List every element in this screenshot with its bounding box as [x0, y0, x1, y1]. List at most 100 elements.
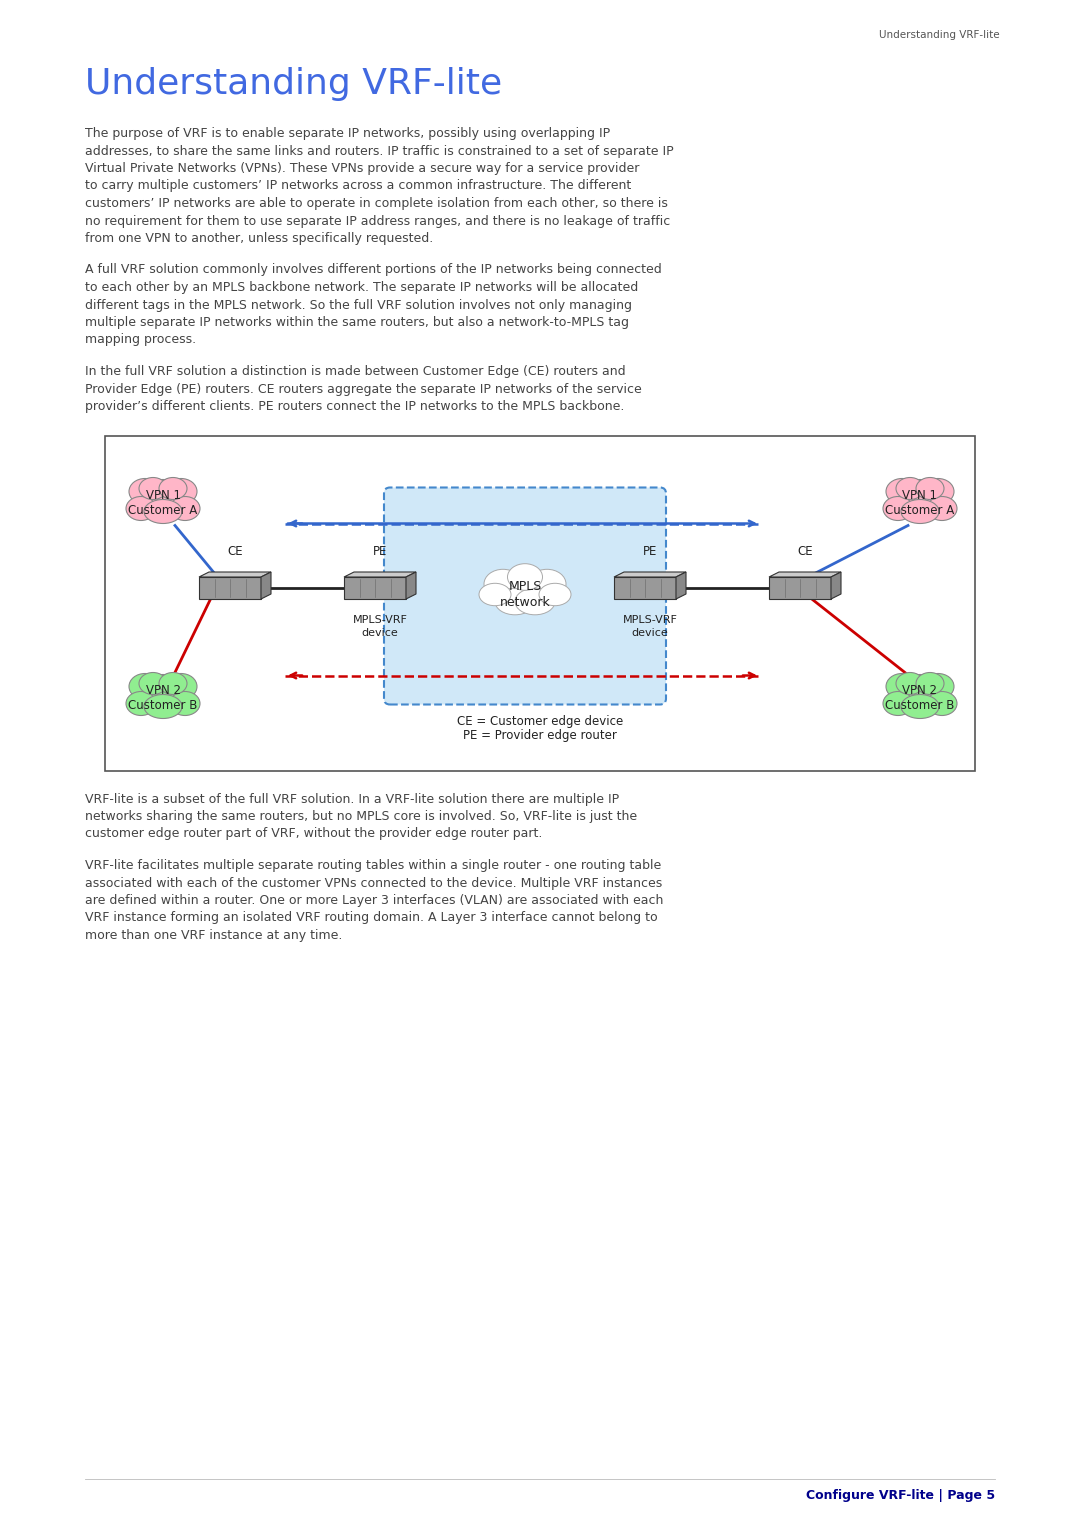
Ellipse shape: [927, 692, 957, 716]
Ellipse shape: [170, 692, 200, 716]
Text: Customer B: Customer B: [129, 699, 198, 712]
Text: device: device: [632, 628, 669, 638]
Ellipse shape: [901, 695, 939, 719]
Polygon shape: [406, 573, 416, 599]
Text: to each other by an MPLS backbone network. The separate IP networks will be allo: to each other by an MPLS backbone networ…: [85, 281, 638, 295]
Text: from one VPN to another, unless specifically requested.: from one VPN to another, unless specific…: [85, 232, 433, 244]
Text: VRF instance forming an isolated VRF routing domain. A Layer 3 interface cannot : VRF instance forming an isolated VRF rou…: [85, 912, 658, 924]
Ellipse shape: [886, 673, 918, 699]
Text: CE: CE: [797, 545, 813, 557]
Text: provider’s different clients. PE routers connect the IP networks to the MPLS bac: provider’s different clients. PE routers…: [85, 400, 624, 412]
Text: no requirement for them to use separate IP address ranges, and there is no leaka: no requirement for them to use separate …: [85, 214, 671, 228]
Text: VPN 2: VPN 2: [146, 684, 180, 696]
Ellipse shape: [165, 478, 197, 504]
Ellipse shape: [144, 695, 183, 719]
Text: CE: CE: [227, 545, 243, 557]
Ellipse shape: [901, 499, 939, 524]
Ellipse shape: [480, 583, 511, 606]
Text: PE: PE: [643, 545, 658, 557]
Ellipse shape: [922, 478, 954, 504]
Text: Provider Edge (PE) routers. CE routers aggregate the separate IP networks of the: Provider Edge (PE) routers. CE routers a…: [85, 382, 642, 395]
Text: Understanding VRF-lite: Understanding VRF-lite: [879, 31, 1000, 40]
Ellipse shape: [126, 692, 156, 716]
Text: associated with each of the customer VPNs connected to the device. Multiple VRF : associated with each of the customer VPN…: [85, 876, 662, 890]
Polygon shape: [769, 573, 841, 577]
Text: MPLS: MPLS: [509, 580, 542, 592]
Text: device: device: [362, 628, 399, 638]
Text: multiple separate IP networks within the same routers, but also a network-to-MPL: multiple separate IP networks within the…: [85, 316, 629, 328]
Polygon shape: [615, 577, 676, 599]
Polygon shape: [345, 573, 416, 577]
Ellipse shape: [508, 563, 542, 591]
Text: VPN 2: VPN 2: [903, 684, 937, 696]
Polygon shape: [615, 573, 686, 577]
Ellipse shape: [916, 478, 944, 499]
Text: different tags in the MPLS network. So the full VRF solution involves not only m: different tags in the MPLS network. So t…: [85, 298, 632, 312]
Text: Customer A: Customer A: [886, 504, 955, 518]
Ellipse shape: [484, 570, 522, 599]
Bar: [105, 435, 975, 771]
Text: Configure VRF-lite | Page 5: Configure VRF-lite | Page 5: [806, 1489, 995, 1503]
Text: customers’ IP networks are able to operate in complete isolation from each other: customers’ IP networks are able to opera…: [85, 197, 667, 211]
Text: Virtual Private Networks (VPNs). These VPNs provide a secure way for a service p: Virtual Private Networks (VPNs). These V…: [85, 162, 639, 176]
Text: network: network: [500, 596, 551, 608]
Text: MPLS-VRF: MPLS-VRF: [622, 615, 677, 625]
Text: VPN 1: VPN 1: [903, 489, 937, 502]
Ellipse shape: [159, 672, 187, 695]
Ellipse shape: [927, 496, 957, 521]
Text: addresses, to share the same links and routers. IP traffic is constrained to a s: addresses, to share the same links and r…: [85, 145, 674, 157]
Text: Customer B: Customer B: [886, 699, 955, 712]
Text: VRF-lite facilitates multiple separate routing tables within a single router - o: VRF-lite facilitates multiple separate r…: [85, 860, 661, 872]
Text: CE = Customer edge device: CE = Customer edge device: [457, 715, 623, 727]
Ellipse shape: [883, 692, 913, 716]
Ellipse shape: [129, 478, 161, 504]
Ellipse shape: [892, 675, 947, 713]
Polygon shape: [676, 573, 686, 599]
Ellipse shape: [139, 478, 167, 499]
Ellipse shape: [139, 672, 167, 695]
Ellipse shape: [896, 478, 924, 499]
Text: VRF-lite is a subset of the full VRF solution. In a VRF-lite solution there are : VRF-lite is a subset of the full VRF sol…: [85, 793, 619, 806]
FancyBboxPatch shape: [384, 487, 666, 704]
Text: VPN 1: VPN 1: [146, 489, 180, 502]
Ellipse shape: [495, 588, 535, 615]
Text: PE = Provider edge router: PE = Provider edge router: [463, 728, 617, 742]
Polygon shape: [345, 577, 406, 599]
Text: MPLS-VRF: MPLS-VRF: [352, 615, 407, 625]
Ellipse shape: [896, 672, 924, 695]
Ellipse shape: [170, 496, 200, 521]
Ellipse shape: [144, 499, 183, 524]
Ellipse shape: [515, 588, 555, 615]
Text: Understanding VRF-lite: Understanding VRF-lite: [85, 67, 502, 101]
Ellipse shape: [892, 479, 947, 518]
Text: Customer A: Customer A: [129, 504, 198, 518]
Ellipse shape: [135, 479, 190, 518]
Text: In the full VRF solution a distinction is made between Customer Edge (CE) router: In the full VRF solution a distinction i…: [85, 365, 625, 379]
Text: are defined within a router. One or more Layer 3 interfaces (VLAN) are associate: are defined within a router. One or more…: [85, 893, 663, 907]
Polygon shape: [199, 577, 261, 599]
Ellipse shape: [528, 570, 566, 599]
Polygon shape: [199, 573, 271, 577]
Ellipse shape: [886, 478, 918, 504]
Text: mapping process.: mapping process.: [85, 333, 197, 347]
Ellipse shape: [916, 672, 944, 695]
Ellipse shape: [129, 673, 161, 699]
Text: more than one VRF instance at any time.: more than one VRF instance at any time.: [85, 928, 342, 942]
Polygon shape: [769, 577, 831, 599]
Polygon shape: [831, 573, 841, 599]
Text: PE: PE: [373, 545, 388, 557]
Ellipse shape: [165, 673, 197, 699]
Ellipse shape: [922, 673, 954, 699]
Text: customer edge router part of VRF, without the provider edge router part.: customer edge router part of VRF, withou…: [85, 828, 542, 840]
Text: to carry multiple customers’ IP networks across a common infrastructure. The dif: to carry multiple customers’ IP networks…: [85, 180, 631, 192]
Polygon shape: [261, 573, 271, 599]
Ellipse shape: [159, 478, 187, 499]
Ellipse shape: [883, 496, 913, 521]
Ellipse shape: [135, 675, 190, 713]
Ellipse shape: [539, 583, 571, 606]
Ellipse shape: [126, 496, 156, 521]
Text: The purpose of VRF is to enable separate IP networks, possibly using overlapping: The purpose of VRF is to enable separate…: [85, 127, 610, 140]
Text: networks sharing the same routers, but no MPLS core is involved. So, VRF-lite is: networks sharing the same routers, but n…: [85, 809, 637, 823]
Text: A full VRF solution commonly involves different portions of the IP networks bein: A full VRF solution commonly involves di…: [85, 264, 662, 276]
Ellipse shape: [498, 571, 553, 611]
